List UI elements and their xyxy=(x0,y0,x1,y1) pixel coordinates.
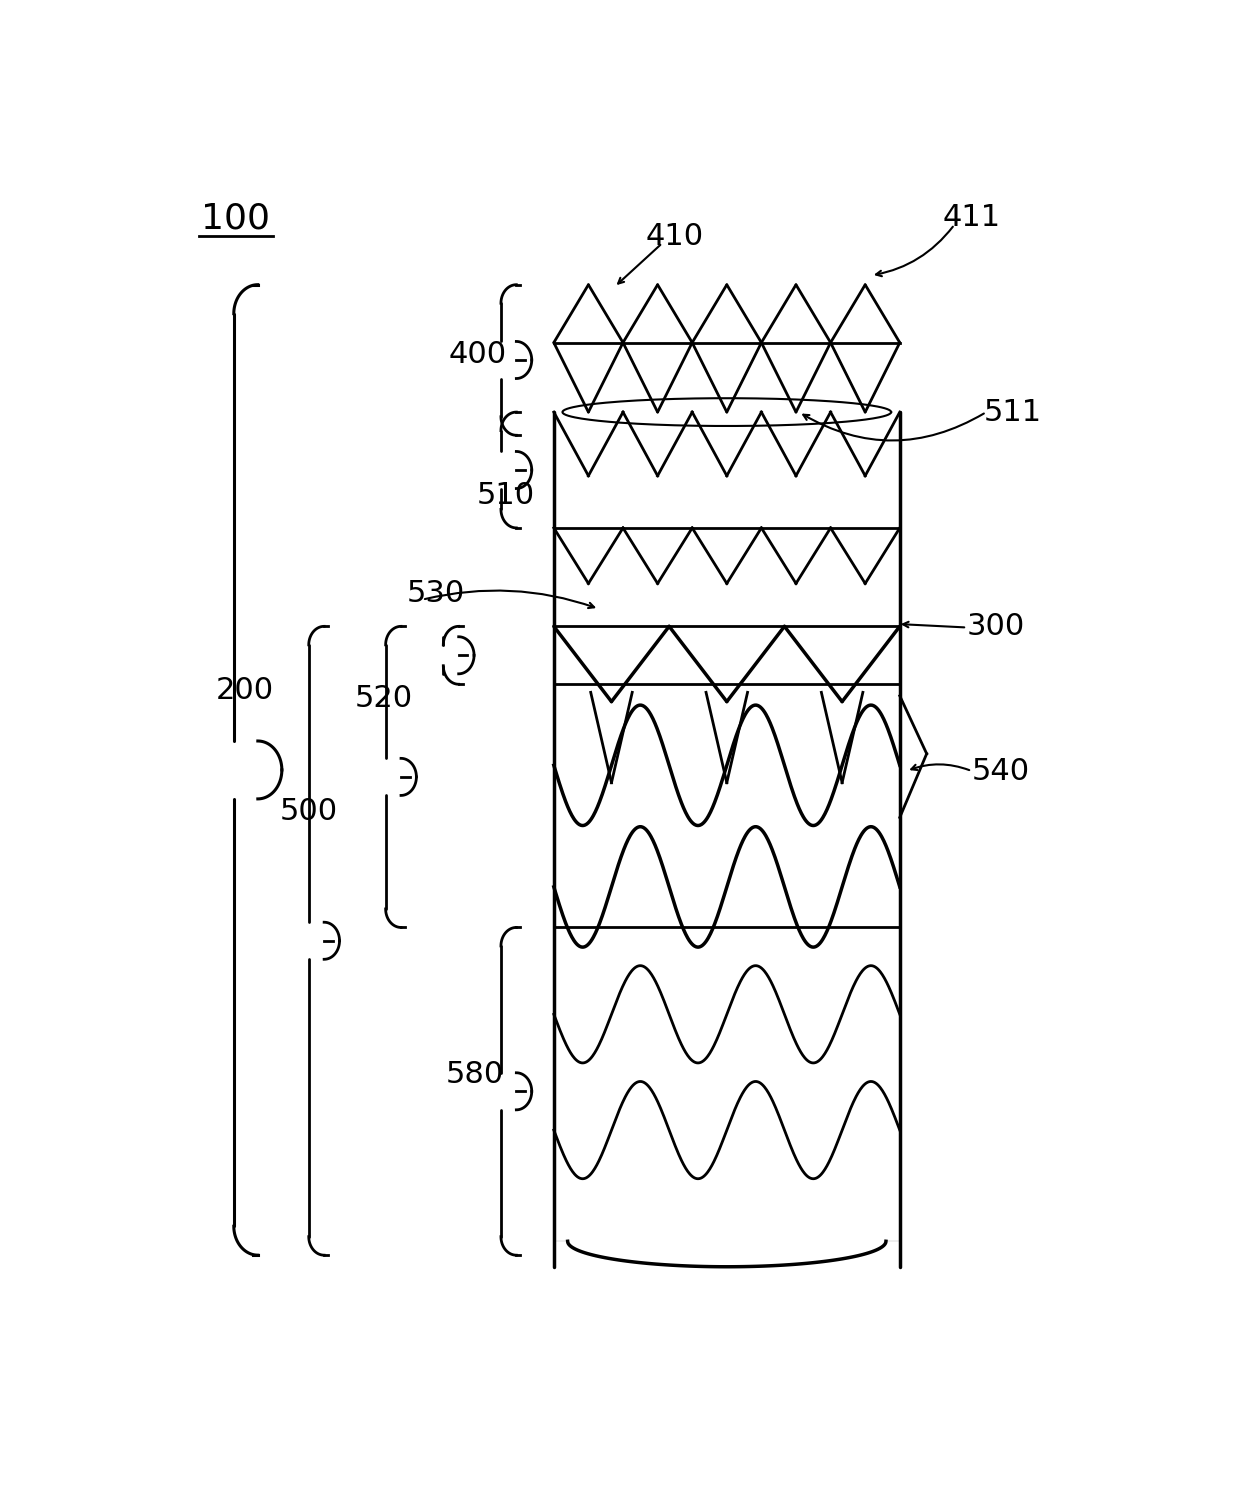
Text: 411: 411 xyxy=(942,203,1001,232)
Text: 400: 400 xyxy=(448,340,506,368)
Text: 410: 410 xyxy=(645,221,703,251)
Text: 300: 300 xyxy=(967,612,1025,641)
Text: 500: 500 xyxy=(280,797,339,826)
Text: 540: 540 xyxy=(972,757,1030,785)
Text: 511: 511 xyxy=(983,397,1042,427)
Text: 530: 530 xyxy=(407,579,465,609)
Text: 520: 520 xyxy=(355,684,413,713)
Text: 200: 200 xyxy=(216,675,274,704)
Text: 100: 100 xyxy=(201,202,270,236)
Text: 510: 510 xyxy=(477,481,534,510)
Text: 580: 580 xyxy=(445,1060,503,1089)
